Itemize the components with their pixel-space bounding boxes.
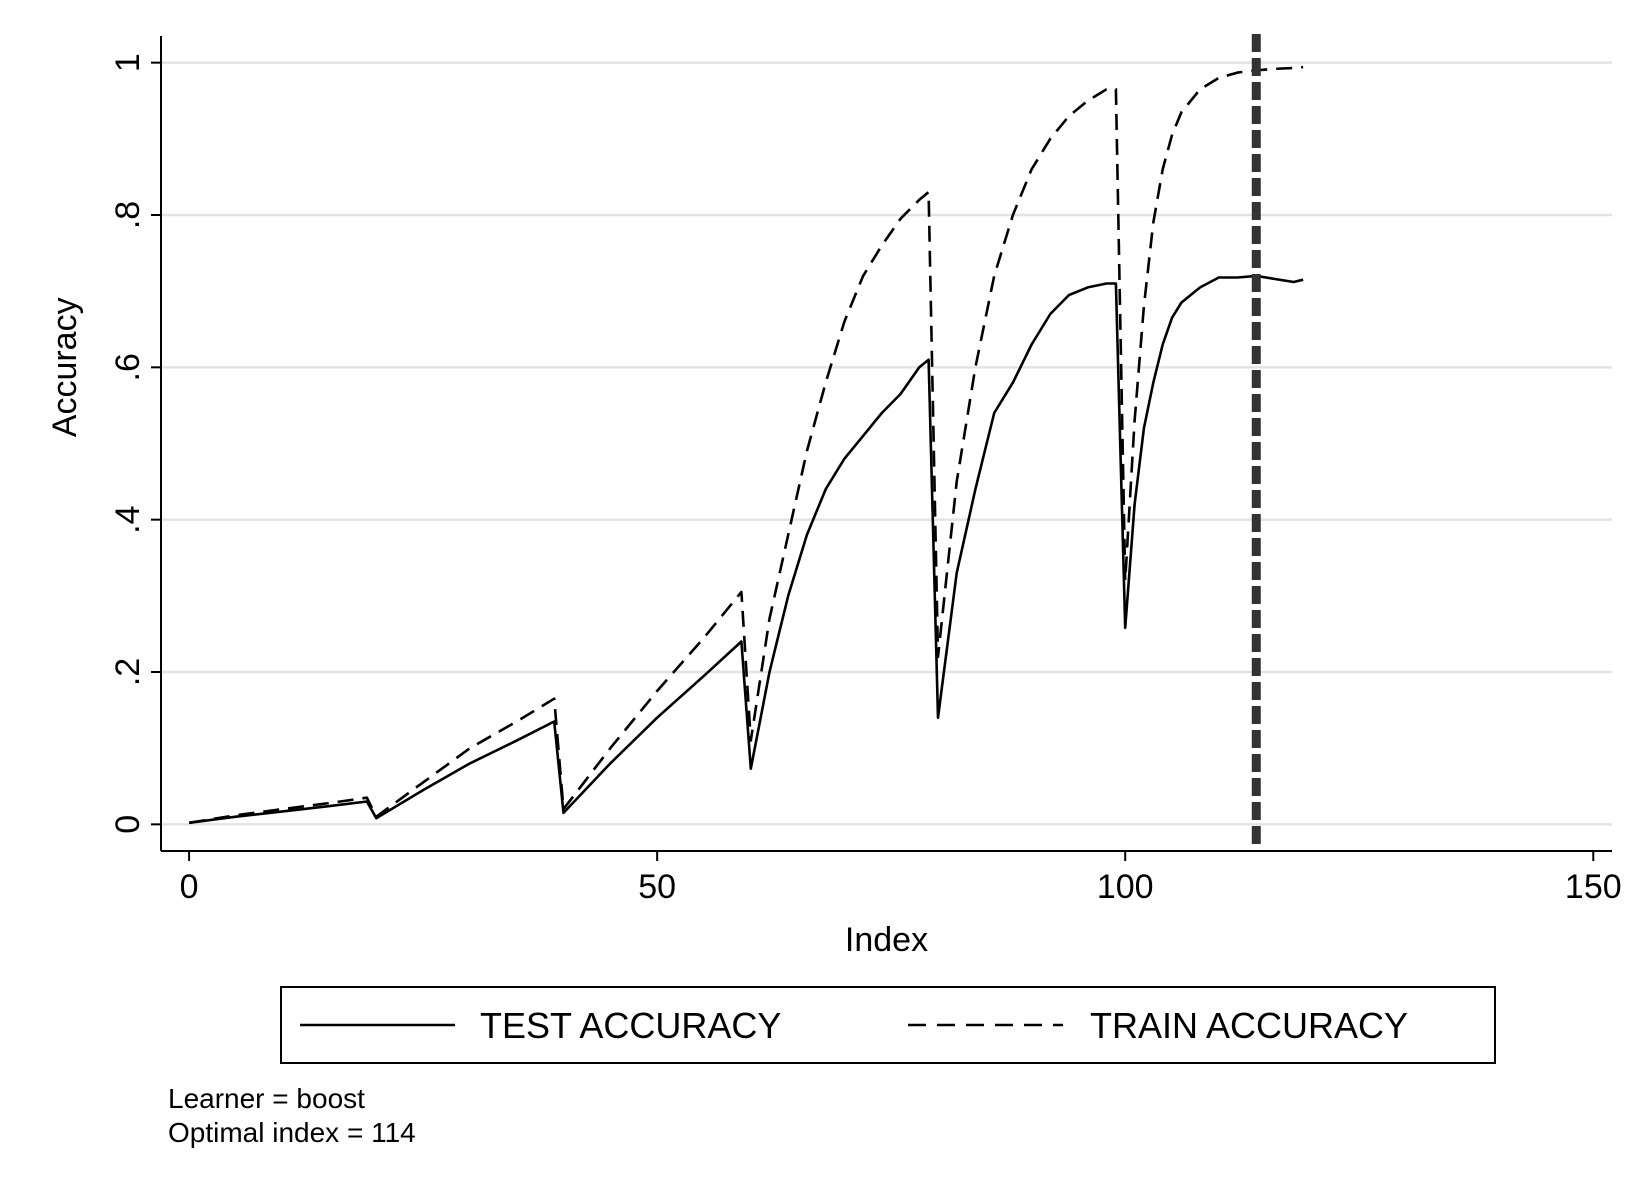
legend: TEST ACCURACY TRAIN ACCURACY [280, 986, 1496, 1064]
legend-label-train-accuracy: TRAIN ACCURACY [1090, 1005, 1408, 1046]
y-axis-label: Accuracy [46, 297, 84, 437]
x-tick-label-2: 100 [1097, 868, 1154, 906]
y-tick-label-4: .8 [109, 201, 147, 229]
note-optimal-index: Optimal index = 114 [168, 1117, 416, 1148]
x-tick-label-3: 150 [1565, 868, 1622, 906]
y-tick-label-5: 1 [109, 53, 147, 72]
y-tick-label-2: .4 [109, 505, 147, 533]
x-tick-label-0: 0 [180, 868, 199, 906]
series-line-test-accuracy [188, 274, 1304, 825]
axis-labels: Index Accuracy [46, 297, 928, 959]
series-line-train-accuracy [188, 65, 1304, 825]
x-axis-label: Index [845, 921, 928, 959]
y-tick-label-3: .6 [109, 353, 147, 381]
gridlines [161, 61, 1612, 826]
y-tick-label-1: .2 [109, 658, 147, 686]
legend-box [280, 986, 1496, 1064]
y-tick-label-0: 0 [109, 815, 147, 834]
series-layer [188, 65, 1304, 825]
note-learner: Learner = boost [168, 1083, 365, 1114]
axes: 0 .2 .4 .6 .8 1 0 50 100 150 [109, 36, 1622, 906]
x-tick-label-1: 50 [638, 868, 676, 906]
legend-label-test-accuracy: TEST ACCURACY [480, 1005, 781, 1046]
